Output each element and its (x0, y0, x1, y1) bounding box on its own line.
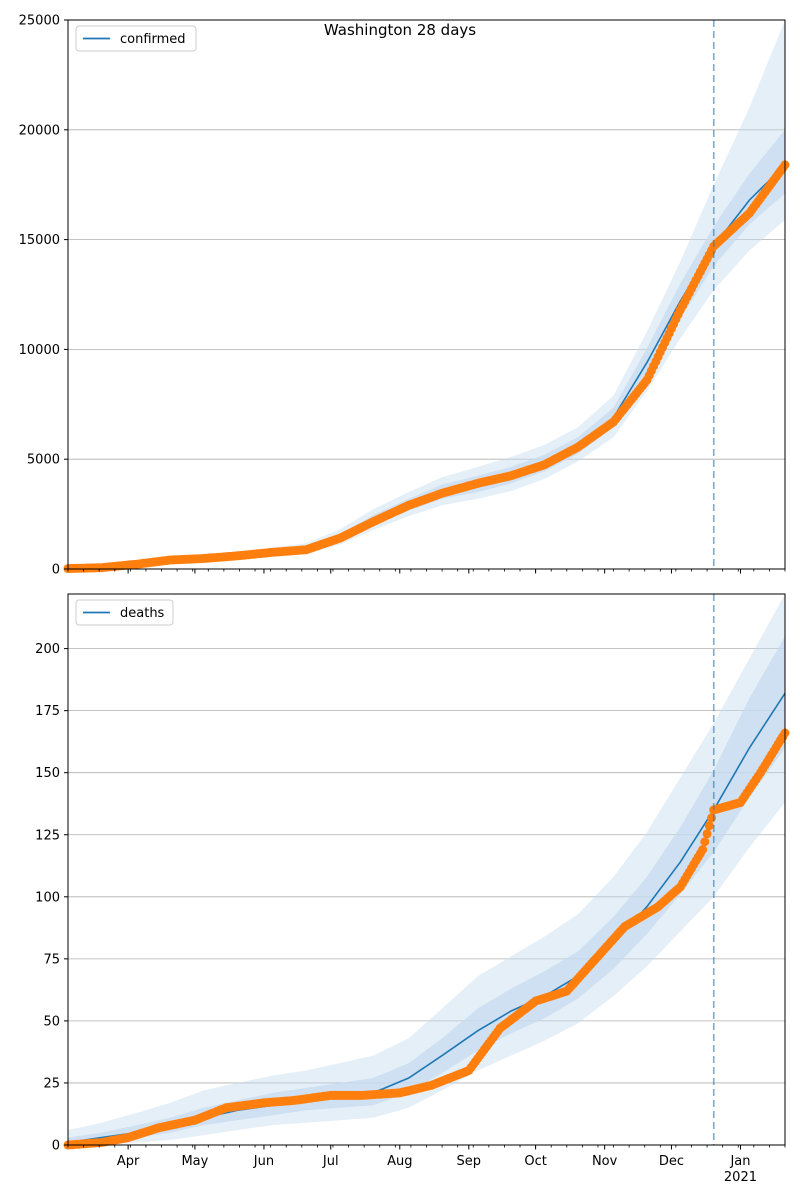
confirmed-y-tick-label: 5000 (27, 453, 60, 468)
confirmed-legend-label: confirmed (120, 32, 186, 47)
deaths-y-tick-label: 100 (35, 890, 60, 905)
deaths-y-tick-label: 175 (35, 704, 60, 719)
chart-title: Washington 28 days (323, 21, 477, 39)
deaths-x-tick-label: Dec (659, 1154, 684, 1169)
deaths-y-tick-label: 200 (35, 642, 60, 657)
deaths-observed-point (704, 821, 714, 831)
confirmed-y-tick-label: 25000 (19, 14, 60, 29)
deaths-y-tick-label: 125 (35, 828, 60, 843)
deaths-observed-point (707, 813, 716, 823)
deaths-observed-point (698, 845, 708, 855)
deaths-x-tick-label: Oct (524, 1154, 546, 1169)
deaths-inner-band (68, 636, 785, 1145)
confirmed-panel: 0 5000 10000 15000 20000 25000 confirmed (19, 14, 790, 578)
deaths-outer-band (68, 594, 785, 1145)
confirmed-legend: confirmed (75, 25, 197, 52)
deaths-x-tick-label: Aug (387, 1154, 412, 1169)
confirmed-y-tick-label: 20000 (19, 123, 60, 138)
confirmed-y-tick-label: 15000 (19, 233, 60, 248)
deaths-x-tick-label: Jun (253, 1154, 274, 1169)
deaths-legend-label: deaths (120, 606, 165, 621)
confirmed-y-tick-label: 10000 (19, 343, 60, 358)
deaths-x-tick-label: Jul (322, 1154, 339, 1169)
confirmed-y-tick-label: 0 (52, 563, 60, 578)
deaths-x-tick-label: Apr (117, 1154, 140, 1169)
deaths-x-tick-label: Jan 2021 (724, 1154, 757, 1185)
deaths-y-tick-label: 150 (35, 766, 60, 781)
deaths-x-tick-label: Sep (457, 1154, 482, 1169)
deaths-observed-point (702, 829, 712, 839)
deaths-y-tick-label: 75 (43, 952, 60, 967)
deaths-y-tick-label: 25 (43, 1076, 60, 1091)
deaths-y-tick-label: 0 (52, 1139, 60, 1154)
deaths-x-tick-label: Nov (592, 1154, 618, 1169)
deaths-legend: deaths (75, 599, 174, 626)
deaths-observed-point (700, 837, 710, 847)
deaths-y-tick-label: 50 (43, 1014, 60, 1029)
deaths-panel: 0 25 50 75 100 125 150 175 200 Apr May Jun Jul Aug Sep… (35, 593, 790, 1185)
deaths-x-tick-label: May (181, 1154, 208, 1169)
